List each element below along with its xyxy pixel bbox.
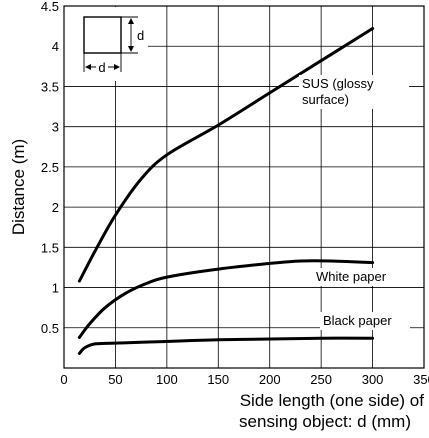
label-white-paper-bg: [313, 268, 405, 286]
x-tick-label: 250: [310, 372, 332, 387]
x-tick-label: 200: [259, 372, 281, 387]
x-axis-label-line-1: Side length (one side) of: [240, 391, 425, 410]
y-tick-label: 4: [52, 39, 59, 54]
y-tick-label: 0.5: [41, 321, 59, 336]
plot-frame: [63, 5, 425, 369]
inset-diagram: dd: [64, 7, 148, 81]
label-black-paper: Black paper: [323, 313, 392, 328]
x-tick-label: 100: [156, 372, 178, 387]
x-tick-label: 150: [207, 372, 229, 387]
inset-label-bg: [96, 61, 108, 73]
y-tick-label: 1.5: [41, 240, 59, 255]
inset-arrow-icon: [128, 46, 134, 52]
series-black-paper-line: [77, 336, 375, 355]
label-sus-glossy: surface): [302, 92, 349, 107]
y-tick-label: 3.5: [41, 79, 59, 94]
series-sus-glossy-line: [77, 27, 375, 283]
y-tick-label: 2: [52, 200, 59, 215]
y-axis-label: Distance (m): [9, 139, 28, 235]
y-tick-label: 2.5: [41, 160, 59, 175]
label-black-paper-bg: [320, 312, 410, 330]
x-tick-label: 50: [108, 372, 122, 387]
series-white-paper-line: [77, 259, 375, 339]
x-tick-label: 350: [413, 372, 429, 387]
x-tick-label: 300: [362, 372, 384, 387]
label-sus-glossy: SUS (glossy: [302, 76, 374, 91]
inset-arrow-icon: [128, 18, 134, 24]
inset-dimension-label: d: [98, 60, 105, 75]
inset-arrow-icon: [114, 64, 120, 70]
inset-dimension-label: d: [137, 28, 144, 43]
y-tick-label: 3: [52, 120, 59, 135]
series-layer: [77, 27, 375, 355]
inset-arrow-icon: [85, 64, 91, 70]
x-tick-label: 0: [60, 372, 67, 387]
label-sus-glossy-bg: [299, 75, 409, 109]
x-axis-label-line-2: sensing object: d (mm): [239, 412, 411, 431]
y-tick-label: 4.5: [41, 0, 59, 14]
inset-square: [83, 16, 122, 54]
y-tick-label: 1: [52, 281, 59, 296]
label-white-paper: White paper: [316, 269, 387, 284]
tick-labels: 0 50 100 150 200 250 300 350 0.5 1 1.5 2 2.5 3 3.5 4 4.5: [41, 0, 429, 387]
